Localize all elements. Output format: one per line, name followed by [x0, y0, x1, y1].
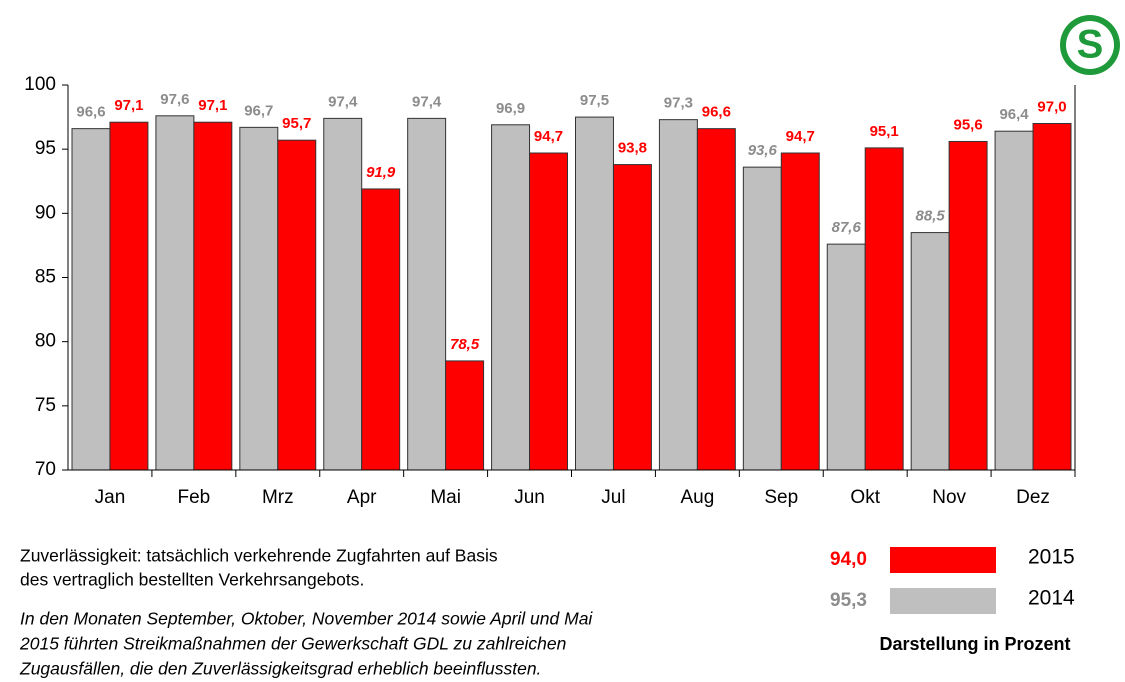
bar	[407, 117, 447, 471]
value-label: 97,5	[580, 92, 609, 109]
bar	[361, 188, 401, 471]
bar	[780, 152, 820, 471]
bar	[239, 126, 279, 471]
logo-inner	[1066, 21, 1114, 69]
value-label: 97,4	[328, 93, 358, 110]
bar	[696, 128, 736, 471]
y-tick-label: 85	[35, 267, 56, 288]
value-label: 97,3	[664, 95, 693, 112]
note-italic: Zugausfällen, die den Zuverlässigkeitsgr…	[19, 659, 541, 679]
bar	[193, 121, 233, 471]
bar	[948, 140, 988, 471]
bar	[864, 147, 904, 471]
value-label: 97,4	[412, 93, 442, 110]
unit-note: Darstellung in Prozent	[879, 634, 1070, 654]
note: des vertraglich bestellten Verkehrsangeb…	[20, 570, 364, 590]
bar	[529, 152, 569, 471]
x-tick-label: Jul	[601, 487, 625, 508]
value-label: 78,5	[450, 336, 480, 353]
y-tick-label: 95	[35, 138, 56, 159]
value-label: 96,6	[702, 104, 731, 121]
value-label: 94,7	[786, 128, 815, 145]
bar	[994, 130, 1034, 471]
value-label: 96,9	[496, 100, 525, 117]
legend-swatch	[890, 588, 996, 614]
bar	[491, 124, 531, 471]
note: Zuverlässigkeit: tatsächlich verkehrende…	[20, 546, 498, 566]
legend-label: 2014	[1028, 587, 1075, 610]
legend-label: 2015	[1028, 546, 1075, 569]
value-label: 95,6	[954, 116, 983, 133]
value-label: 96,4	[999, 106, 1029, 123]
value-label: 94,7	[534, 128, 563, 145]
y-tick-label: 70	[35, 459, 56, 480]
value-label: 97,0	[1037, 98, 1066, 115]
y-tick-label: 100	[24, 74, 56, 95]
x-tick-label: Jun	[514, 487, 545, 508]
legend-average: 94,0	[830, 549, 867, 570]
x-tick-label: Nov	[932, 487, 966, 508]
x-tick-label: Okt	[850, 487, 880, 508]
bar	[155, 115, 195, 471]
x-tick-label: Jan	[95, 487, 126, 508]
value-label: 93,8	[618, 140, 647, 157]
y-tick-label: 75	[35, 395, 56, 416]
bar	[1032, 123, 1072, 471]
value-label: 97,1	[198, 97, 227, 114]
logo-text: S	[1077, 23, 1104, 67]
y-tick-label: 80	[35, 331, 56, 352]
value-label: 93,6	[748, 142, 778, 159]
y-tick-label: 90	[35, 202, 56, 223]
bar	[323, 117, 363, 471]
value-label: 96,6	[76, 104, 105, 121]
bar	[658, 119, 698, 471]
note-italic: 2015 führten Streikmaßnahmen der Gewerks…	[19, 634, 566, 654]
x-tick-label: Dez	[1016, 487, 1050, 508]
bar	[612, 164, 652, 471]
legend-average: 95,3	[830, 590, 867, 611]
note-italic: In den Monaten September, Oktober, Novem…	[20, 609, 593, 629]
value-label: 91,9	[366, 164, 396, 181]
x-tick-label: Aug	[680, 487, 714, 508]
x-tick-label: Mrz	[262, 487, 294, 508]
bar	[109, 121, 149, 471]
bar	[910, 232, 950, 471]
bar	[826, 243, 866, 471]
bar	[742, 166, 782, 471]
legend-swatch	[890, 547, 996, 573]
bar	[277, 139, 317, 471]
value-label: 97,1	[114, 97, 143, 114]
x-tick-label: Mai	[430, 487, 461, 508]
x-tick-label: Sep	[764, 487, 798, 508]
value-label: 88,5	[916, 208, 946, 225]
bar	[445, 360, 485, 471]
bar	[71, 128, 111, 471]
x-tick-label: Feb	[178, 487, 211, 508]
value-label: 96,7	[244, 102, 273, 119]
value-label: 97,6	[160, 91, 189, 108]
value-label: 87,6	[832, 219, 862, 236]
value-label: 95,7	[282, 115, 311, 132]
bar	[575, 116, 614, 471]
value-label: 95,1	[870, 123, 899, 140]
x-tick-label: Apr	[347, 487, 377, 508]
